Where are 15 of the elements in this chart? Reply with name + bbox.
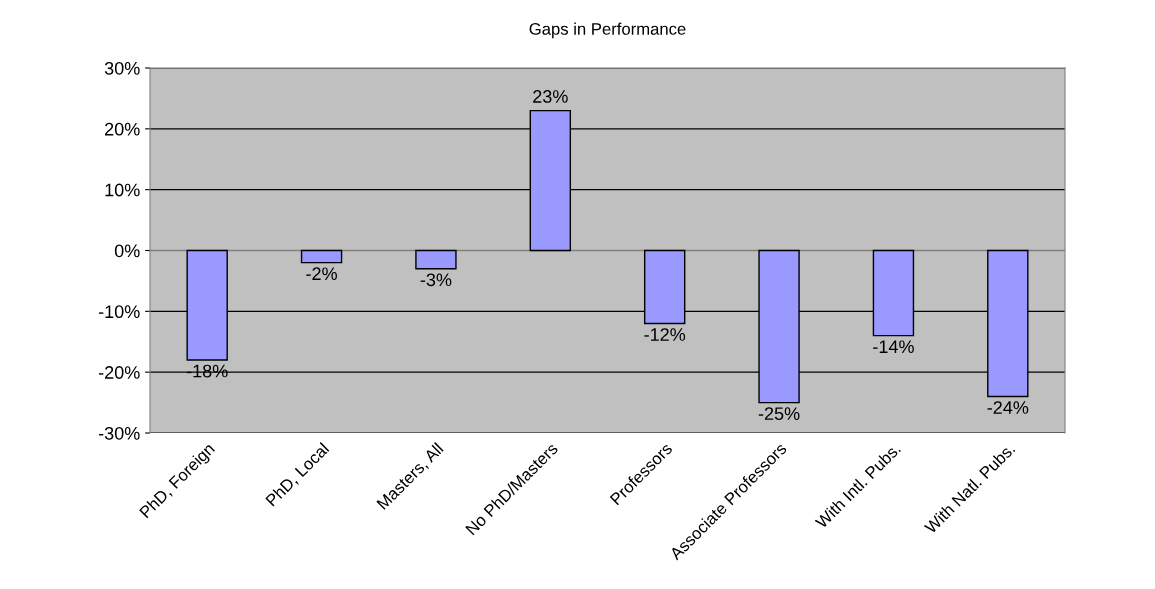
data-label: -12% xyxy=(644,328,686,341)
data-label: -2% xyxy=(306,267,337,281)
data-label: -25% xyxy=(758,407,800,421)
data-label: -24% xyxy=(987,401,1029,414)
chart-title: Gaps in Performance xyxy=(529,22,686,39)
y-tick-label: 10% xyxy=(105,183,140,197)
y-tick-label: 30% xyxy=(104,61,140,75)
data-label: -14% xyxy=(873,340,914,354)
y-tick-label: 0% xyxy=(114,244,140,258)
y-tick-label: 20% xyxy=(105,122,140,136)
y-tick-label: -10% xyxy=(98,305,140,319)
data-label: -3% xyxy=(420,273,452,287)
data-label: 23% xyxy=(533,90,568,103)
y-tick-label: -30% xyxy=(98,426,140,440)
y-tick-label: -20% xyxy=(98,366,140,379)
